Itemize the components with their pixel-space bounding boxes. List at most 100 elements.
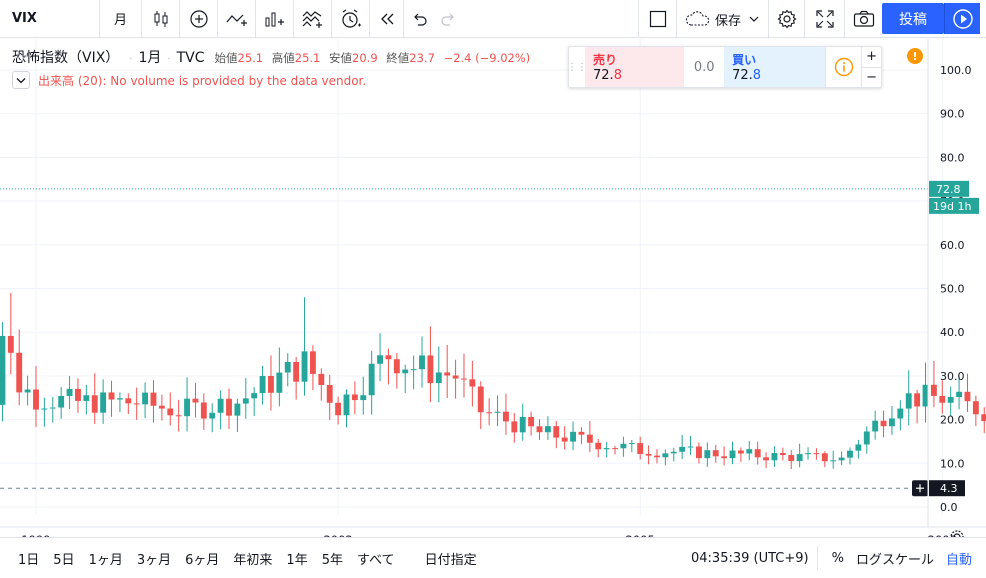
play-icon[interactable] — [944, 3, 980, 34]
candle-body — [612, 448, 618, 450]
candle-body — [595, 442, 602, 450]
range-button[interactable]: 年初来 — [233, 552, 273, 568]
buy-price: 72.8 — [732, 68, 762, 83]
save-label: 保存 — [715, 13, 742, 29]
candle-body — [712, 450, 719, 457]
save-button[interactable]: 保存 — [676, 0, 768, 38]
post-button[interactable]: 投稿 — [882, 3, 944, 34]
candle-body — [142, 392, 149, 405]
interval-button[interactable]: 月 — [100, 0, 142, 38]
spread-value: 0.0 — [693, 59, 715, 75]
quantity-stepper: + − — [861, 47, 881, 87]
bars-icon[interactable] — [256, 0, 294, 38]
symbol-search[interactable]: VIX — [0, 0, 100, 38]
candle-body — [687, 446, 694, 448]
candle-body — [217, 398, 224, 413]
candles-icon[interactable] — [142, 0, 180, 38]
candle-body — [444, 372, 451, 376]
chevron-down-icon — [749, 16, 759, 22]
candle-body — [427, 355, 434, 384]
candle-body — [150, 392, 157, 406]
auto-scale-toggle[interactable]: 自動 — [945, 552, 972, 568]
compare-icon[interactable] — [218, 0, 256, 38]
range-button[interactable]: すべて — [356, 552, 395, 568]
redo-icon[interactable] — [434, 0, 464, 38]
candle-body — [133, 403, 140, 405]
gear-inner — [953, 533, 961, 537]
warning-icon[interactable]: ! — [907, 48, 923, 64]
range-button[interactable]: 5年 — [321, 552, 343, 568]
range-button[interactable]: 1年 — [286, 552, 308, 568]
dot-separator: · — [129, 54, 133, 65]
legend: 恐怖指数（VIX） · 1月 · TVC 始値25.1 高値25.1 安値20.… — [12, 47, 530, 67]
add-indicator-icon[interactable] — [180, 0, 218, 38]
price-tick-label: 100.0 — [940, 64, 972, 77]
price-chart[interactable]: 100.090.080.070.060.050.040.030.020.010.… — [0, 39, 986, 537]
settings-icon[interactable] — [768, 0, 804, 38]
candle-body — [41, 408, 48, 410]
range-button[interactable]: 5日 — [53, 552, 75, 568]
legend-interval: 1月 — [138, 50, 162, 66]
candle-body — [385, 355, 392, 360]
price-tick-label: 0.0 — [940, 501, 958, 514]
candle-body — [586, 434, 593, 443]
drag-handle-icon[interactable]: ⋮⋮ — [567, 61, 587, 73]
candle-body — [435, 372, 442, 384]
price-tick-label: 80.0 — [940, 151, 965, 164]
range-button[interactable]: 3ヶ月 — [136, 552, 172, 568]
buy-button[interactable]: 買い 72.8 — [724, 47, 826, 87]
candle-body — [100, 392, 107, 413]
candle-body — [192, 398, 199, 403]
high-value: 25.1 — [294, 51, 321, 65]
collapse-toggle[interactable] — [12, 71, 30, 89]
candle-body — [301, 351, 308, 382]
countdown-tag — [929, 197, 979, 214]
goto-date-button[interactable]: 日付指定 — [424, 552, 477, 568]
candle-body — [603, 448, 610, 450]
candle-body — [796, 454, 803, 462]
candle-body — [922, 384, 929, 407]
symbol-name: 恐怖指数（VIX） — [12, 50, 120, 66]
candle-body — [226, 398, 232, 416]
low-label: 安値 — [329, 51, 353, 65]
range-button[interactable]: 6ヶ月 — [185, 552, 220, 568]
indicators-icon[interactable] — [294, 0, 332, 38]
alarm-icon[interactable] — [332, 0, 370, 38]
sell-label: 売り — [593, 53, 618, 67]
chart-area[interactable]: 100.090.080.070.060.050.040.030.020.010.… — [0, 39, 986, 537]
candle-body — [452, 375, 459, 379]
fullscreen-icon[interactable] — [804, 0, 844, 38]
price-tick-label: 20.0 — [940, 414, 965, 427]
candle-body — [914, 393, 921, 407]
candle-body — [360, 395, 367, 401]
open-label: 始値 — [214, 51, 238, 65]
range-button[interactable]: 1ヶ月 — [88, 552, 123, 568]
range-button[interactable]: 1日 — [18, 552, 40, 568]
log-scale-toggle[interactable]: ログスケール — [855, 552, 934, 568]
candle-body — [24, 389, 31, 393]
layout-icon[interactable] — [638, 0, 676, 38]
replay-icon[interactable] — [370, 0, 404, 38]
plus-button[interactable]: + — [862, 47, 881, 68]
candle-body — [58, 395, 65, 408]
candle-body — [419, 355, 425, 370]
candle-body — [956, 391, 963, 398]
low-value: 20.9 — [352, 51, 378, 65]
candle-body — [158, 405, 165, 409]
candle-body — [536, 426, 543, 433]
camera-icon[interactable] — [844, 0, 882, 38]
candle-body — [167, 408, 174, 416]
candle-body — [544, 426, 551, 433]
percent-toggle[interactable]: % — [831, 550, 844, 566]
info-icon[interactable] — [825, 47, 861, 87]
price-tick-label: 60.0 — [940, 239, 965, 252]
undo-icon[interactable] — [404, 0, 434, 38]
candle-body — [276, 372, 283, 393]
candle-body — [972, 401, 979, 415]
candle-body — [108, 392, 115, 400]
time-tick-label: 2005 — [626, 533, 655, 537]
countdown-label: 19d 1h — [933, 200, 971, 213]
candle-body — [268, 375, 274, 393]
sell-button[interactable]: 売り 72.8 — [585, 47, 685, 87]
minus-button[interactable]: − — [866, 69, 878, 85]
